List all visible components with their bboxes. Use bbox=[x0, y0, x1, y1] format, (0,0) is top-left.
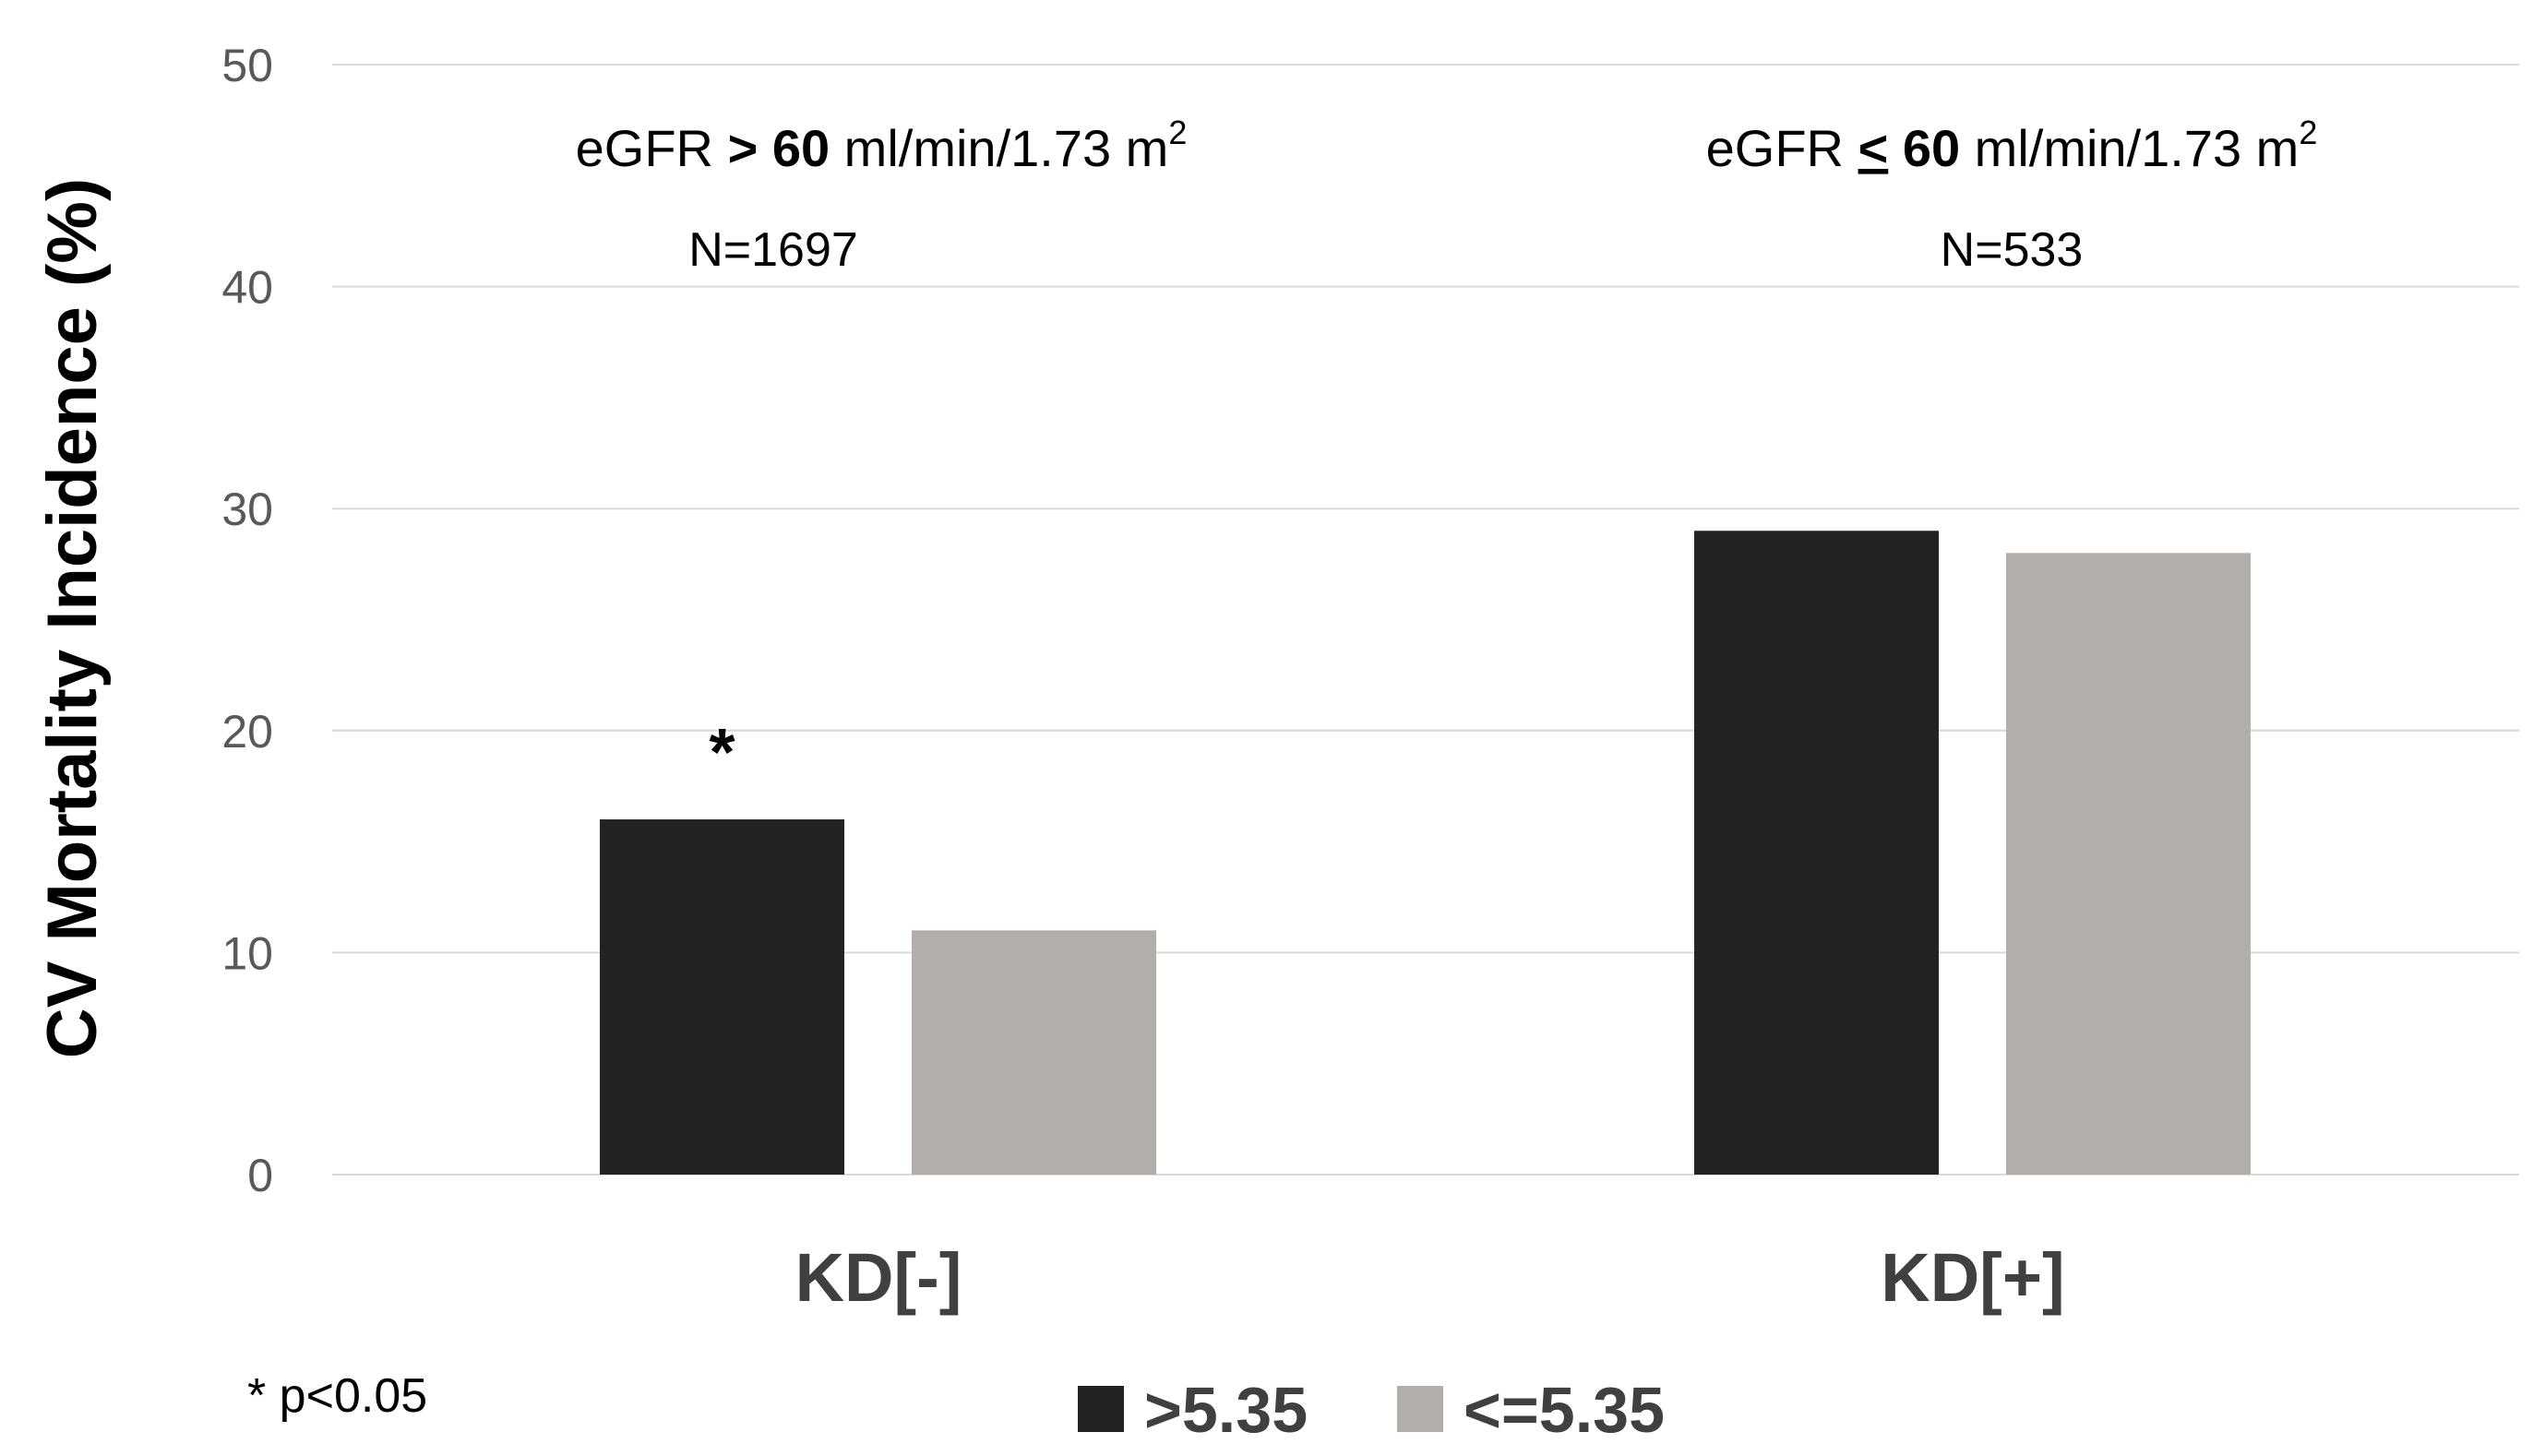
bar-KD[+]-series-1 bbox=[1694, 531, 1939, 1175]
y-tick-label: 50 bbox=[221, 40, 273, 91]
bar-KD[-]-series-2 bbox=[912, 930, 1156, 1175]
egfr-operator: > bbox=[728, 119, 759, 177]
bars: * bbox=[600, 531, 2251, 1175]
x-category-label: KD[-] bbox=[795, 1239, 962, 1316]
x-category-label: KD[+] bbox=[1881, 1239, 2064, 1316]
legend-swatch-series-2 bbox=[1397, 1386, 1443, 1432]
bar-KD[+]-series-2 bbox=[2006, 553, 2251, 1175]
y-tick-label: 10 bbox=[221, 927, 273, 979]
significance-marker: * bbox=[709, 716, 735, 790]
y-tick-label: 40 bbox=[221, 262, 273, 314]
group-annotation-egfr: eGFR < 60 ml/min/1.73 m2 bbox=[1706, 113, 2318, 177]
egfr-operator: < bbox=[1858, 119, 1889, 177]
egfr-unit: ml/min/1.73 m bbox=[1960, 119, 2299, 177]
egfr-prefix: eGFR bbox=[576, 119, 728, 177]
legend-label-series-2: <=5.35 bbox=[1464, 1374, 1665, 1446]
legend-label-series-1: >5.35 bbox=[1144, 1374, 1308, 1446]
y-tick-label: 30 bbox=[221, 483, 273, 535]
category-labels: KD[-] KD[+] bbox=[795, 1239, 2065, 1316]
egfr-unit: ml/min/1.73 m bbox=[830, 119, 1168, 177]
egfr-threshold: 60 bbox=[758, 119, 830, 177]
group-sample-size: N=1697 bbox=[688, 223, 858, 277]
legend: >5.35 <=5.35 bbox=[1078, 1374, 1665, 1446]
y-axis-label: CV Mortality Incidence (%) bbox=[33, 178, 112, 1058]
egfr-threshold: 60 bbox=[1888, 119, 1960, 177]
footnote: * p<0.05 bbox=[247, 1369, 427, 1423]
group-annotation-egfr: eGFR > 60 ml/min/1.73 m2 bbox=[576, 113, 1188, 177]
egfr-prefix: eGFR bbox=[1706, 119, 1858, 177]
y-tick-label: 20 bbox=[221, 706, 273, 758]
group-sample-size: N=533 bbox=[1941, 223, 2084, 277]
egfr-unit-superscript: 2 bbox=[1168, 113, 1187, 151]
y-tick-label: 0 bbox=[247, 1150, 273, 1201]
y-axis-ticks: 0 10 20 30 40 50 bbox=[221, 40, 273, 1201]
bar-KD[-]-series-1 bbox=[600, 819, 844, 1175]
egfr-unit-superscript: 2 bbox=[2299, 113, 2317, 151]
legend-swatch-series-1 bbox=[1078, 1386, 1124, 1432]
